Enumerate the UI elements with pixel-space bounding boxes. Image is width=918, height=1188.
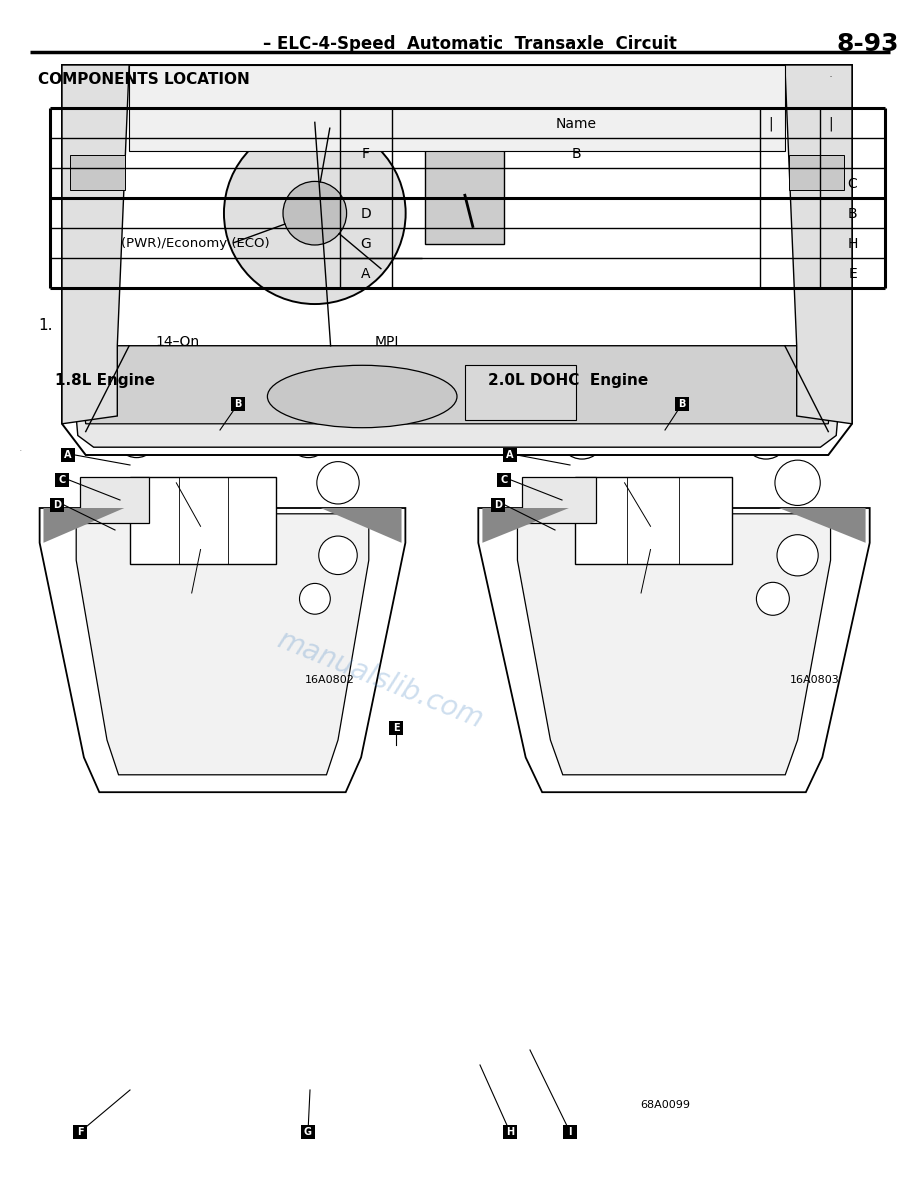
Text: 1.8L Engine: 1.8L Engine bbox=[55, 373, 155, 388]
Text: – ELC-4-Speed  Automatic  Transaxle  Circuit: – ELC-4-Speed Automatic Transaxle Circui… bbox=[263, 34, 677, 53]
Text: B: B bbox=[234, 399, 241, 409]
Text: H: H bbox=[506, 1127, 514, 1137]
Polygon shape bbox=[39, 508, 406, 792]
Polygon shape bbox=[62, 65, 129, 424]
Bar bbox=[521, 478, 596, 524]
Circle shape bbox=[317, 462, 359, 504]
Circle shape bbox=[756, 582, 789, 615]
Polygon shape bbox=[43, 508, 124, 543]
Text: 16A0803: 16A0803 bbox=[790, 675, 840, 685]
Bar bbox=[503, 448, 517, 462]
Text: A: A bbox=[64, 450, 72, 460]
Bar bbox=[491, 498, 505, 512]
Polygon shape bbox=[483, 508, 569, 543]
Bar bbox=[70, 154, 125, 190]
Polygon shape bbox=[478, 508, 869, 792]
Polygon shape bbox=[70, 346, 844, 447]
Bar bbox=[73, 1125, 87, 1139]
Text: C: C bbox=[847, 177, 857, 191]
Text: A: A bbox=[362, 267, 371, 282]
Text: 8-93: 8-93 bbox=[836, 32, 900, 56]
Bar bbox=[497, 473, 511, 487]
Circle shape bbox=[299, 583, 330, 614]
Text: B: B bbox=[571, 147, 581, 162]
Bar bbox=[145, 436, 322, 454]
Text: F: F bbox=[77, 1127, 84, 1137]
Circle shape bbox=[559, 413, 605, 459]
Polygon shape bbox=[779, 508, 866, 543]
Text: ˙: ˙ bbox=[828, 75, 834, 88]
Polygon shape bbox=[785, 65, 852, 424]
Text: H: H bbox=[847, 236, 857, 251]
Text: COMPONENTS LOCATION: COMPONENTS LOCATION bbox=[38, 72, 250, 87]
Text: E: E bbox=[848, 267, 856, 282]
Bar bbox=[231, 397, 245, 411]
Polygon shape bbox=[320, 508, 401, 543]
Bar bbox=[50, 498, 64, 512]
Text: ˙: ˙ bbox=[18, 450, 24, 460]
Polygon shape bbox=[76, 513, 369, 775]
Text: D: D bbox=[494, 500, 502, 510]
Text: |: | bbox=[828, 116, 833, 131]
Circle shape bbox=[775, 460, 821, 505]
Bar bbox=[465, 365, 576, 419]
Bar bbox=[503, 1125, 517, 1139]
Text: 1.: 1. bbox=[38, 318, 52, 333]
Bar bbox=[61, 448, 75, 462]
Bar bbox=[789, 154, 844, 190]
Text: MPI: MPI bbox=[375, 335, 399, 349]
Circle shape bbox=[319, 536, 357, 575]
Polygon shape bbox=[518, 513, 831, 775]
Polygon shape bbox=[62, 65, 852, 455]
Text: Name: Name bbox=[555, 116, 597, 131]
Text: B: B bbox=[678, 399, 686, 409]
Text: ˙: ˙ bbox=[828, 75, 834, 88]
Text: I: I bbox=[568, 1127, 572, 1137]
Bar bbox=[575, 478, 732, 564]
Text: 68A0099: 68A0099 bbox=[640, 1100, 690, 1110]
Bar bbox=[130, 478, 276, 564]
Text: |: | bbox=[768, 116, 773, 131]
Bar bbox=[425, 81, 504, 245]
Text: D: D bbox=[361, 207, 372, 221]
Text: C: C bbox=[59, 475, 65, 485]
Bar bbox=[389, 721, 403, 735]
Text: G: G bbox=[304, 1127, 312, 1137]
Bar bbox=[80, 478, 150, 524]
Text: E: E bbox=[393, 723, 399, 733]
Bar bbox=[301, 1125, 315, 1139]
Text: G: G bbox=[361, 236, 372, 251]
Bar bbox=[55, 473, 69, 487]
Circle shape bbox=[287, 416, 330, 457]
Text: manualslib.com: manualslib.com bbox=[273, 626, 487, 734]
Circle shape bbox=[224, 122, 406, 304]
Bar bbox=[591, 436, 781, 454]
Circle shape bbox=[744, 413, 789, 459]
Text: B: B bbox=[847, 207, 857, 221]
Circle shape bbox=[777, 535, 818, 576]
Text: F: F bbox=[362, 147, 370, 162]
Ellipse shape bbox=[267, 365, 457, 428]
Text: 2.0L DOHC  Engine: 2.0L DOHC Engine bbox=[488, 373, 648, 388]
Text: 14–On: 14–On bbox=[155, 335, 199, 349]
Polygon shape bbox=[129, 65, 785, 151]
Circle shape bbox=[283, 182, 347, 245]
Text: (PWR)/Economy (ECO): (PWR)/Economy (ECO) bbox=[120, 238, 269, 251]
Text: C: C bbox=[500, 475, 508, 485]
Polygon shape bbox=[78, 346, 836, 424]
Bar bbox=[563, 1125, 577, 1139]
Circle shape bbox=[116, 416, 158, 457]
Text: 16A0802: 16A0802 bbox=[305, 675, 355, 685]
Bar bbox=[675, 397, 689, 411]
Text: A: A bbox=[506, 450, 514, 460]
Text: D: D bbox=[53, 500, 61, 510]
